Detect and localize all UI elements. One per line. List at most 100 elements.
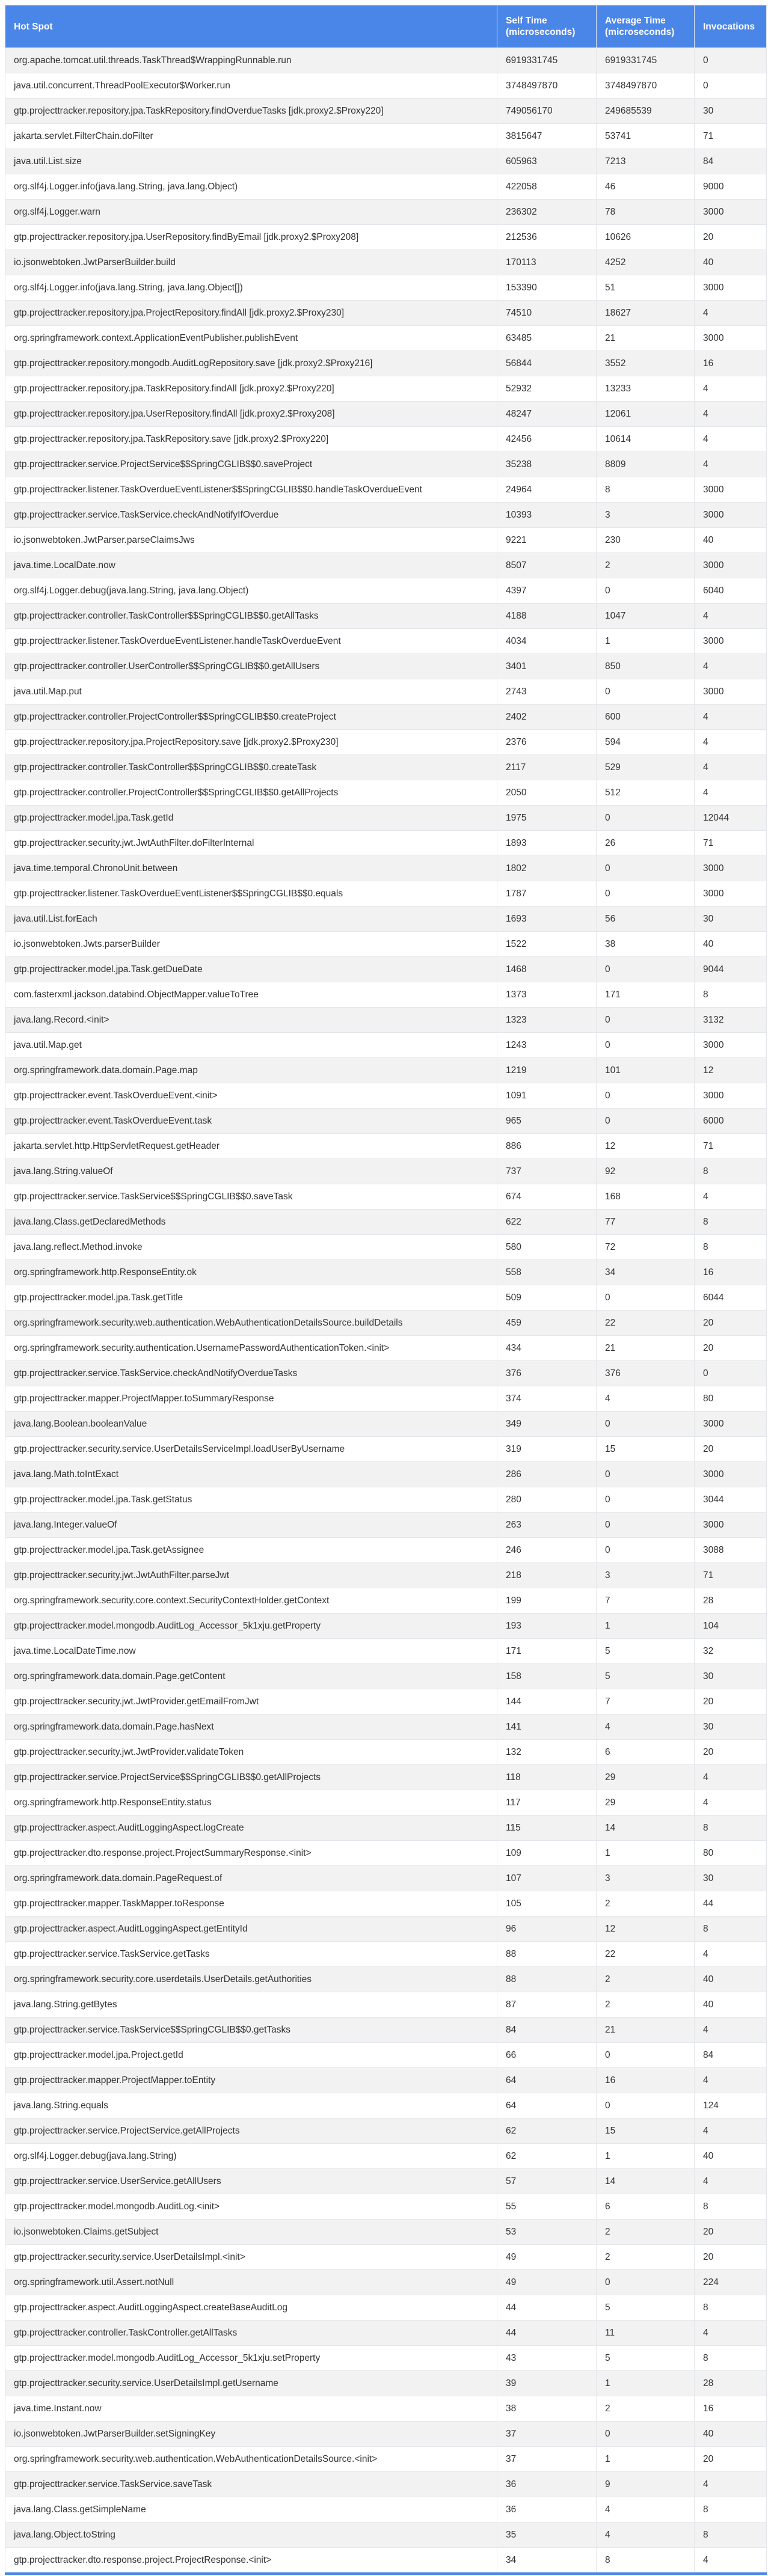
- average-time-cell: 9: [596, 2471, 695, 2497]
- invocations-cell: 9044: [694, 956, 767, 982]
- average-time-cell: 0: [596, 855, 695, 881]
- invocations-cell: 40: [694, 931, 767, 957]
- table-row: gtp.projecttracker.security.service.User…: [5, 2370, 767, 2396]
- table-row: io.jsonwebtoken.Jwts.parserBuilder 1522 38…: [5, 931, 767, 957]
- invocations-cell: 3000: [694, 325, 767, 351]
- table-row: gtp.projecttracker.security.jwt.JwtAuthF…: [5, 830, 767, 856]
- hot-spot-cell: gtp.projecttracker.security.jwt.JwtProvi…: [5, 1689, 497, 1715]
- average-time-cell: 5: [596, 1663, 695, 1689]
- table-row: java.util.List.size 605963 7213 84: [5, 148, 767, 174]
- self-time-cell: 6919331745: [497, 47, 597, 73]
- hot-spot-cell: gtp.projecttracker.repository.jpa.UserRe…: [5, 401, 497, 427]
- average-time-cell: 10626: [596, 224, 695, 250]
- hot-spot-cell: java.lang.Boolean.booleanValue: [5, 1411, 497, 1437]
- invocations-cell: 3000: [694, 1461, 767, 1487]
- average-time-cell: 14: [596, 2168, 695, 2194]
- self-time-cell: 605963: [497, 148, 597, 174]
- hot-spot-cell: gtp.projecttracker.service.TaskService.c…: [5, 502, 497, 528]
- self-time-cell: 158: [497, 1663, 597, 1689]
- table-row: jakarta.servlet.FilterChain.doFilter 3815…: [5, 123, 767, 149]
- invocations-cell: 40: [694, 1966, 767, 1992]
- average-time-cell: 8809: [596, 451, 695, 477]
- self-time-cell: 117: [497, 1790, 597, 1816]
- self-time-cell: 44: [497, 2295, 597, 2321]
- average-time-cell: 18627: [596, 300, 695, 326]
- average-time-cell: 21: [596, 1335, 695, 1361]
- table-row: gtp.projecttracker.listener.TaskOverdueE…: [5, 628, 767, 654]
- self-time-cell: 74510: [497, 300, 597, 326]
- invocations-cell: 4: [694, 1790, 767, 1816]
- invocations-cell: 8: [694, 1158, 767, 1184]
- invocations-cell: 28: [694, 2370, 767, 2396]
- self-time-cell: 737: [497, 1158, 597, 1184]
- average-time-cell: 0: [596, 2042, 695, 2068]
- average-time-cell: 5: [596, 2345, 695, 2371]
- invocations-cell: 20: [694, 2244, 767, 2270]
- self-time-cell: 109: [497, 1840, 597, 1866]
- column-header-invocations: Invocations: [694, 5, 767, 48]
- invocations-cell: 44: [694, 1891, 767, 1917]
- hot-spot-cell: gtp.projecttracker.security.service.User…: [5, 1436, 497, 1462]
- column-header-average-time: Average Time (microseconds): [596, 5, 695, 48]
- table-row: java.util.Map.get 1243 0 3000: [5, 1032, 767, 1058]
- hot-spot-cell: gtp.projecttracker.aspect.AuditLoggingAs…: [5, 1916, 497, 1942]
- average-time-cell: 51: [596, 275, 695, 301]
- hot-spot-cell: org.apache.tomcat.util.threads.TaskThrea…: [5, 47, 497, 73]
- table-row: gtp.projecttracker.aspect.AuditLoggingAs…: [5, 1916, 767, 1942]
- hot-spot-cell: java.util.Map.get: [5, 1032, 497, 1058]
- average-time-cell: 4: [596, 1386, 695, 1412]
- self-time-cell: 64: [497, 2067, 597, 2093]
- average-time-cell: 26: [596, 830, 695, 856]
- table-row: java.time.temporal.ChronoUnit.between 180…: [5, 855, 767, 881]
- average-time-cell: 34: [596, 1259, 695, 1285]
- invocations-cell: 40: [694, 2143, 767, 2169]
- hot-spot-cell: gtp.projecttracker.service.UserService.g…: [5, 2168, 497, 2194]
- average-time-cell: 1: [596, 1840, 695, 1866]
- table-row: org.springframework.data.domain.Page.get…: [5, 1663, 767, 1689]
- self-time-cell: 1243: [497, 1032, 597, 1058]
- average-time-cell: 5: [596, 2295, 695, 2321]
- average-time-cell: 8: [596, 2547, 695, 2575]
- invocations-cell: 9000: [694, 174, 767, 200]
- self-time-cell: 2050: [497, 780, 597, 806]
- self-time-cell: 63485: [497, 325, 597, 351]
- table-row: gtp.projecttracker.service.ProjectServic…: [5, 1764, 767, 1790]
- average-time-cell: 3: [596, 1865, 695, 1891]
- hot-spot-cell: gtp.projecttracker.controller.UserContro…: [5, 653, 497, 679]
- invocations-cell: 71: [694, 123, 767, 149]
- table-body: org.apache.tomcat.util.threads.TaskThrea…: [5, 47, 767, 2575]
- table-row: java.lang.Boolean.booleanValue 349 0 3000: [5, 1411, 767, 1437]
- table-row: org.springframework.util.Assert.notNull 4…: [5, 2269, 767, 2295]
- invocations-cell: 6044: [694, 1285, 767, 1311]
- table-row: gtp.projecttracker.controller.TaskContro…: [5, 754, 767, 780]
- self-time-cell: 56844: [497, 350, 597, 376]
- table-row: com.fasterxml.jackson.databind.ObjectMap…: [5, 982, 767, 1008]
- hot-spot-table: Hot Spot Self Time (microseconds) Averag…: [5, 5, 767, 2575]
- invocations-cell: 16: [694, 1259, 767, 1285]
- self-time-cell: 4397: [497, 578, 597, 604]
- hot-spot-cell: org.slf4j.Logger.info(java.lang.String, …: [5, 174, 497, 200]
- self-time-cell: 3401: [497, 653, 597, 679]
- average-time-cell: 77: [596, 1209, 695, 1235]
- table-row: jakarta.servlet.http.HttpServletRequest.…: [5, 1133, 767, 1159]
- table-row: io.jsonwebtoken.Claims.getSubject 53 2 20: [5, 2219, 767, 2245]
- hot-spot-cell: gtp.projecttracker.service.TaskService.g…: [5, 1941, 497, 1967]
- invocations-cell: 3000: [694, 679, 767, 705]
- hot-spot-cell: jakarta.servlet.FilterChain.doFilter: [5, 123, 497, 149]
- table-row: org.springframework.data.domain.Page.map…: [5, 1057, 767, 1083]
- self-time-cell: 34: [497, 2547, 597, 2575]
- invocations-cell: 4: [694, 754, 767, 780]
- table-row: gtp.projecttracker.service.TaskService$$…: [5, 2017, 767, 2043]
- average-time-cell: 376: [596, 1360, 695, 1386]
- hot-spot-cell: org.slf4j.Logger.debug(java.lang.String,…: [5, 578, 497, 604]
- hot-spot-cell: io.jsonwebtoken.Jwts.parserBuilder: [5, 931, 497, 957]
- average-time-cell: 4: [596, 2497, 695, 2522]
- invocations-cell: 104: [694, 1613, 767, 1639]
- table-row: org.slf4j.Logger.info(java.lang.String, …: [5, 174, 767, 200]
- average-time-cell: 1: [596, 1613, 695, 1639]
- invocations-cell: 3000: [694, 628, 767, 654]
- hot-spot-cell: org.springframework.security.core.contex…: [5, 1588, 497, 1614]
- invocations-cell: 4: [694, 2168, 767, 2194]
- hot-spot-cell: java.lang.Integer.valueOf: [5, 1512, 497, 1538]
- table-row: gtp.projecttracker.service.TaskService.s…: [5, 2471, 767, 2497]
